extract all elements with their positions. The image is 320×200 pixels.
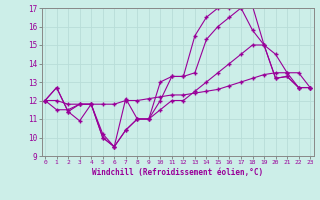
X-axis label: Windchill (Refroidissement éolien,°C): Windchill (Refroidissement éolien,°C) — [92, 168, 263, 177]
